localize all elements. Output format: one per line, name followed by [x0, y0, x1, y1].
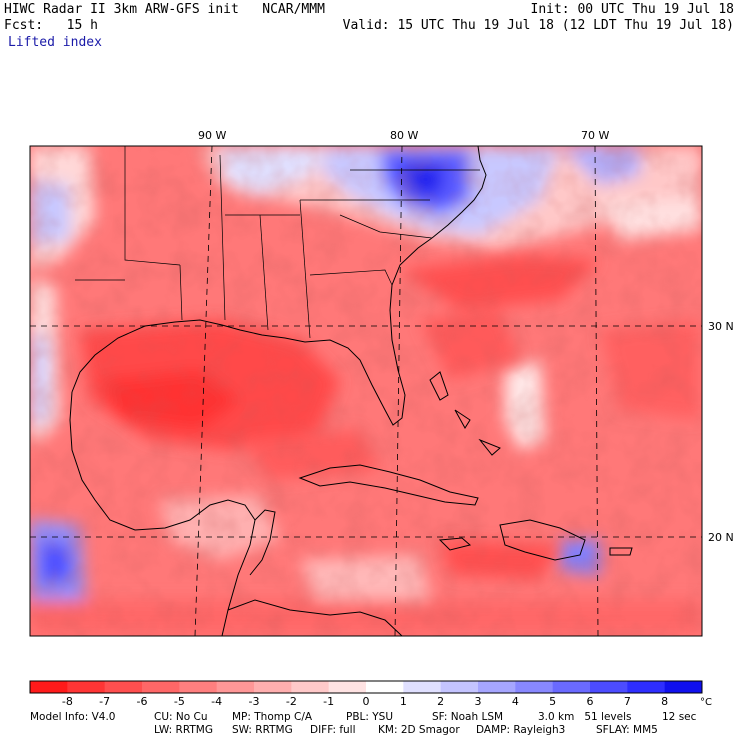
colorbar-tick-label: -8: [62, 695, 73, 708]
colorbar-swatch: [664, 681, 703, 693]
lon-label-90w: 90 W: [198, 129, 227, 142]
header-title: HIWC Radar II 3km ARW-GFS init NCAR/MMM: [4, 2, 325, 17]
field-name: Lifted index: [8, 35, 102, 50]
valid-time: Valid: 15 UTC Thu 19 Jul 18 (12 LDT Thu …: [342, 18, 734, 33]
colorbar-tick-label: -3: [249, 695, 260, 708]
lat-lon-grid: [30, 146, 702, 636]
mp-scheme: MP: Thomp C/A: [232, 711, 313, 723]
surface-layer: SFLAY: MM5: [596, 724, 658, 736]
model-version: Model Info: V4.0: [30, 711, 116, 723]
colorbar-tick-label: 5: [549, 695, 556, 708]
km-scheme: KM: 2D Smagor: [378, 724, 460, 736]
colorbar-swatch: [216, 681, 255, 693]
coastlines: [69, 146, 633, 636]
resolution-levels: 3.0 km 51 levels: [538, 711, 632, 723]
colorbar-tick-label: -1: [323, 695, 334, 708]
colorbar-tick-label: -2: [286, 695, 297, 708]
colorbar-tick-label: 3: [475, 695, 482, 708]
lw-scheme: LW: RRTMG: [154, 724, 213, 736]
colorbar-swatch: [627, 681, 666, 693]
lon-label-70w: 70 W: [581, 129, 610, 142]
colorbar-unit: °C: [700, 697, 712, 708]
lon-label-80w: 80 W: [390, 129, 419, 142]
colorbar-swatch: [328, 681, 367, 693]
timestep: 12 sec: [662, 711, 697, 723]
colorbar-swatch: [552, 681, 591, 693]
lat-label-30n: 30 N: [708, 320, 734, 333]
colorbar-swatch: [104, 681, 143, 693]
colorbar-swatch: [590, 681, 628, 693]
colorbar-tick-label: 8: [661, 695, 668, 708]
lat-label-20n: 20 N: [708, 531, 734, 544]
sf-scheme: SF: Noah LSM: [432, 711, 504, 723]
colorbar-tick-label: -4: [211, 695, 222, 708]
colorbar-frame: [29, 680, 703, 694]
colorbar-tick-label: 0: [363, 695, 370, 708]
colorbar-swatch: [440, 681, 479, 693]
state-borders: [75, 146, 480, 339]
colorbar-swatch: [67, 681, 106, 693]
colorbar-swatch: [254, 681, 292, 693]
colorbar-swatch: [142, 681, 180, 693]
cu-scheme: CU: No Cu: [154, 711, 208, 723]
damping: DAMP: Rayleigh3: [476, 724, 566, 736]
colorbar-swatch: [478, 681, 516, 693]
init-time: Init: 00 UTC Thu 19 Jul 18: [530, 2, 735, 17]
map-frame: [29, 145, 703, 637]
colorbar-tick-label: 6: [587, 695, 594, 708]
field-texture: [30, 146, 702, 636]
colorbar-tick-label: 4: [512, 695, 519, 708]
pbl-scheme: PBL: YSU: [346, 711, 394, 723]
colorbar-swatch: [403, 681, 442, 693]
colorbar-swatch: [515, 681, 554, 693]
colorbar-tick-label: 1: [400, 695, 407, 708]
colorbar-swatch: [291, 681, 330, 693]
colorbar-tick-label: -6: [137, 695, 148, 708]
forecast-hour: Fcst: 15 h: [4, 18, 98, 33]
colorbar-tick-label: -5: [174, 695, 185, 708]
colorbar-swatch: [179, 681, 218, 693]
colorbar-swatch: [366, 681, 404, 693]
sw-scheme: SW: RRTMG: [232, 724, 293, 736]
colorbar-tick-label: 7: [624, 695, 631, 708]
diffusion: DIFF: full: [310, 724, 356, 736]
colorbar-tick-label: -7: [99, 695, 110, 708]
colorbar-swatch: [30, 681, 68, 693]
colorbar-tick-label: 2: [437, 695, 444, 708]
